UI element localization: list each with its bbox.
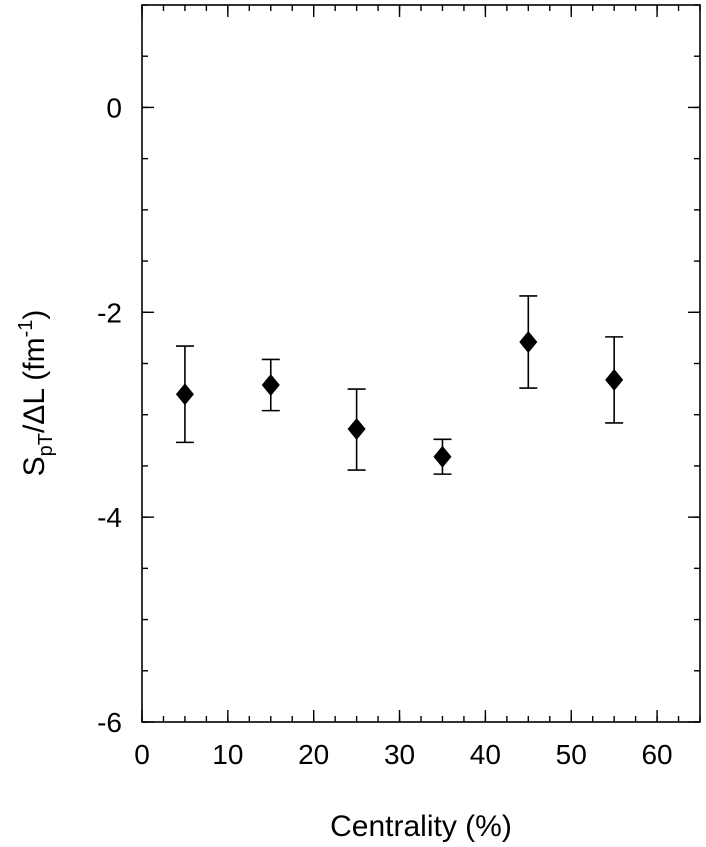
plot-frame	[141, 4, 701, 723]
data-points	[175, 330, 624, 468]
data-point	[175, 383, 194, 406]
data-point	[605, 368, 624, 391]
y-axis-title-var: L (fm	[18, 337, 51, 404]
data-point	[261, 374, 280, 397]
x-tick-label: 0	[134, 739, 150, 770]
major-ticks	[141, 5, 700, 723]
y-axis-title-close: )	[18, 310, 51, 320]
y-axis-title-delta: Δ	[18, 405, 51, 425]
x-tick-label: 30	[384, 739, 415, 770]
x-tick-label: 10	[212, 739, 243, 770]
x-axis-title: Centrality (%)	[330, 810, 512, 843]
y-tick-label: 0	[106, 92, 122, 123]
y-tick-labels: 0 -2 -4 -6	[97, 92, 122, 738]
data-point	[347, 418, 366, 441]
y-tick-label: -2	[97, 297, 122, 328]
x-tick-label: 60	[641, 739, 672, 770]
x-tick-label: 20	[298, 739, 329, 770]
error-bars	[175, 295, 624, 475]
x-tick-labels: 0 10 20 30 40 50 60	[134, 739, 672, 770]
x-tick-label: 40	[470, 739, 501, 770]
y-axis-title-sub: pT	[35, 433, 57, 456]
x-tick-label: 50	[556, 739, 587, 770]
y-tick-label: -4	[97, 502, 122, 533]
y-axis-title: SpT/ΔL (fm-1)	[15, 310, 57, 477]
y-axis-title-slash: /	[18, 424, 51, 433]
data-point	[519, 330, 538, 353]
data-point	[433, 445, 452, 468]
y-axis-title-sup: -1	[15, 320, 37, 338]
minor-ticks	[141, 4, 701, 723]
y-axis-title-base: S	[18, 456, 51, 476]
y-tick-label: -6	[97, 707, 122, 738]
